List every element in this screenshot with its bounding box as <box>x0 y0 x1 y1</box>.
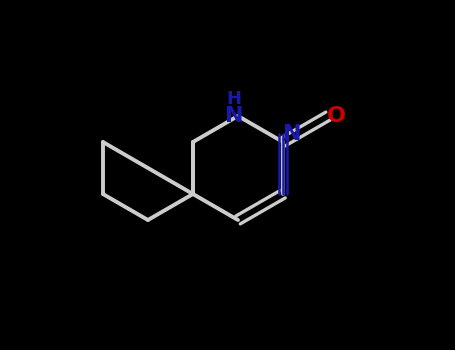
Text: O: O <box>327 106 345 126</box>
Text: N: N <box>225 106 243 126</box>
Text: N: N <box>283 124 301 144</box>
Text: H: H <box>227 90 242 108</box>
